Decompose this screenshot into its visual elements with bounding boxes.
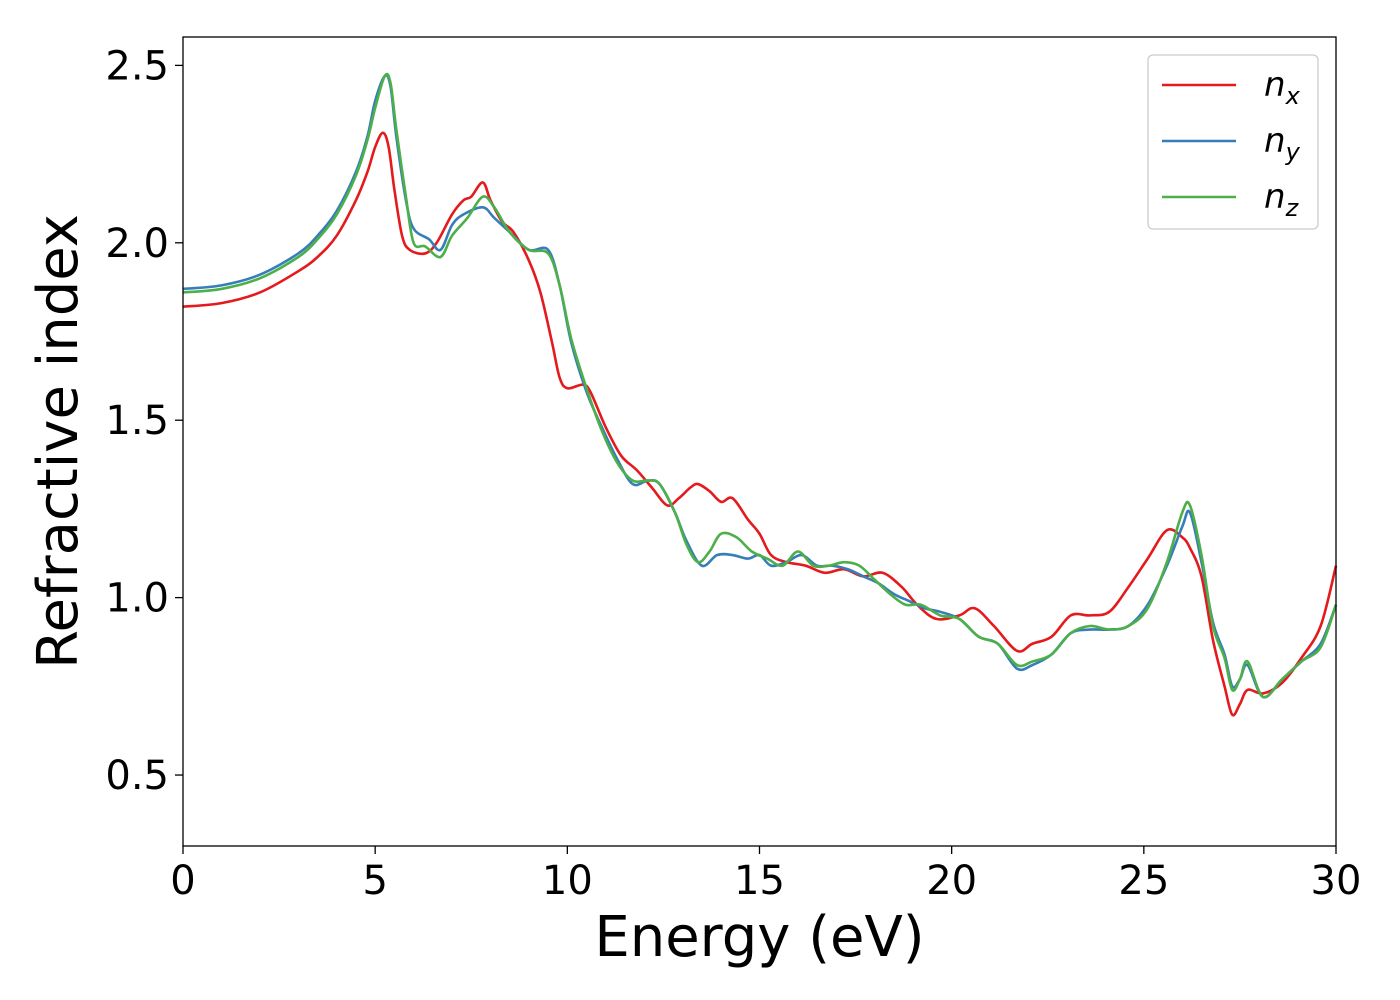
x-tick-label: 25 <box>1118 858 1169 904</box>
x-tick-label: 30 <box>1311 858 1362 904</box>
legend-label: ny <box>1264 121 1301 166</box>
series-lines <box>182 72 1338 717</box>
y-tick-label: 0.5 <box>105 753 169 799</box>
y-axis-label: Refractive index <box>26 214 91 669</box>
series-line-x <box>182 131 1338 717</box>
y-tick-label: 1.0 <box>105 576 169 622</box>
legend-item-y: ny <box>1162 121 1301 166</box>
legend-item-x: nx <box>1162 65 1301 110</box>
x-tick-label: 5 <box>362 858 387 904</box>
series-line-z <box>182 72 1338 699</box>
y-tick-label: 2.0 <box>105 221 169 267</box>
x-axis-label: Energy (eV) <box>594 905 924 970</box>
y-axis-ticks: 0.5 1.0 1.5 2.0 2.5 <box>105 43 183 799</box>
y-tick-label: 1.5 <box>105 398 169 444</box>
x-tick-label: 20 <box>926 858 977 904</box>
x-tick-label: 0 <box>170 858 195 904</box>
y-tick-label: 2.5 <box>105 43 169 89</box>
x-tick-label: 15 <box>734 858 785 904</box>
x-tick-label: 10 <box>542 858 593 904</box>
x-axis-ticks: 0 5 10 15 20 25 30 <box>170 846 1361 904</box>
legend-label: nx <box>1264 65 1301 110</box>
